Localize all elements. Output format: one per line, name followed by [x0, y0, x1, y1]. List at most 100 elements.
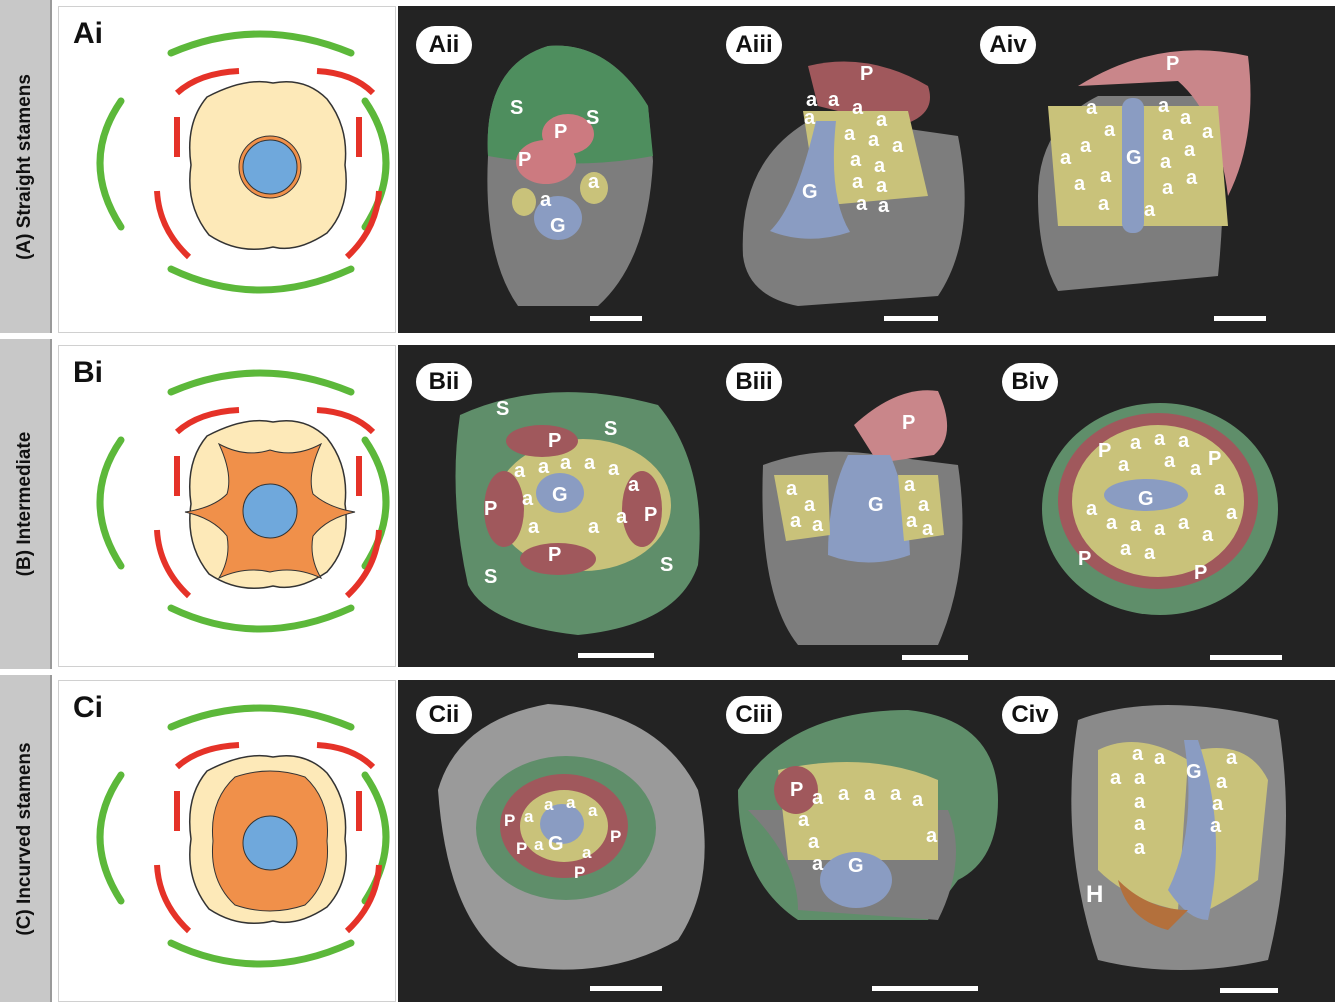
row-label-a: (A) Straight stamens: [0, 0, 52, 333]
label-g: G: [1186, 761, 1202, 783]
label-a: a: [1202, 524, 1214, 546]
label-a: a: [874, 155, 886, 177]
label-a: a: [522, 488, 534, 510]
specimen-civ: [1071, 705, 1286, 970]
label-g: G: [1138, 488, 1154, 510]
part-labels-b: S S S S P P P P a a a a a a a a a a G P …: [484, 398, 1238, 588]
label-p: P: [1098, 440, 1111, 462]
label-a: a: [1144, 542, 1156, 564]
label-p: P: [518, 149, 531, 171]
label-p: P: [516, 839, 527, 858]
label-a: a: [1184, 139, 1196, 161]
label-a: a: [1104, 119, 1116, 141]
panel-tag-bii: Bii: [416, 363, 472, 401]
panel-tag-biii: Biii: [726, 363, 782, 401]
row-label-b: (B) Intermediate: [0, 339, 52, 669]
label-a: a: [786, 478, 798, 500]
label-a: a: [628, 474, 640, 496]
scale-bar-bii: [578, 653, 654, 658]
label-a: a: [514, 460, 526, 482]
label-a: a: [926, 825, 938, 847]
sem-images-c: P P P P a a a a a a G P a a a a a a a a …: [438, 704, 1286, 970]
label-a: a: [1190, 458, 1202, 480]
scale-bar-cii: [590, 986, 662, 991]
label-a: a: [1216, 771, 1228, 793]
label-a: a: [804, 107, 816, 129]
diagram-tag-bi: Bi: [73, 356, 103, 389]
label-a: a: [1154, 518, 1166, 540]
label-a: a: [798, 809, 810, 831]
label-a: a: [540, 189, 552, 211]
label-a: a: [582, 843, 592, 862]
label-a: a: [1226, 747, 1238, 769]
label-a: a: [1186, 167, 1198, 189]
label-p: P: [504, 811, 515, 830]
label-a: a: [1154, 747, 1166, 769]
label-a: a: [1162, 177, 1174, 199]
label-a: a: [1144, 199, 1156, 221]
label-a: a: [844, 123, 856, 145]
label-a: a: [1086, 97, 1098, 119]
row-label-c: (C) Incurved stamens: [0, 675, 52, 1002]
scale-bar-aiii: [884, 316, 938, 321]
label-a: a: [588, 516, 600, 538]
label-a: a: [1202, 121, 1214, 143]
label-a: a: [828, 89, 840, 111]
label-a: a: [904, 474, 916, 496]
panel-tag-biv: Biv: [1002, 363, 1058, 401]
label-a: a: [852, 97, 864, 119]
label-a: a: [804, 494, 816, 516]
label-p: P: [644, 504, 657, 526]
label-a: a: [1130, 432, 1142, 454]
label-a: a: [856, 193, 868, 215]
diagram-ai: Ai: [58, 6, 396, 333]
scale-bar-biv: [1210, 655, 1282, 660]
label-g: G: [552, 484, 568, 506]
label-p: P: [902, 412, 915, 434]
scale-bar-ciii: [872, 986, 978, 991]
label-a: a: [544, 795, 554, 814]
label-a: a: [912, 789, 924, 811]
specimen-bii: [455, 392, 700, 635]
panel-tag-aiv: Aiv: [980, 26, 1036, 64]
label-a: a: [1060, 147, 1072, 169]
label-s: S: [496, 398, 509, 420]
label-a: a: [608, 458, 620, 480]
label-a: a: [812, 514, 824, 536]
label-s: S: [660, 554, 673, 576]
label-p: P: [1194, 562, 1207, 584]
label-a: a: [1210, 815, 1222, 837]
specimen-aiii: [742, 61, 965, 306]
label-p: P: [1166, 53, 1179, 75]
label-a: a: [906, 510, 918, 532]
diagram-bi: Bi: [58, 345, 396, 667]
sem-images-b: S S S S P P P P a a a a a a a a a a G P …: [455, 390, 1278, 645]
specimen-aiv: [1038, 50, 1251, 291]
label-a: a: [616, 506, 628, 528]
specimen-cii: [438, 704, 705, 970]
diagram-tag-ai: Ai: [73, 17, 103, 50]
label-a: a: [812, 787, 824, 809]
label-s: S: [484, 566, 497, 588]
label-a: a: [1134, 767, 1146, 789]
label-a: a: [1098, 193, 1110, 215]
label-a: a: [524, 807, 534, 826]
diagram-ci: Ci: [58, 680, 396, 1002]
label-a: a: [812, 853, 824, 875]
panel-tag-civ: Civ: [1002, 696, 1058, 734]
label-p: P: [1078, 548, 1091, 570]
label-a: a: [918, 494, 930, 516]
label-a: a: [1100, 165, 1112, 187]
label-a: a: [534, 835, 544, 854]
specimen-ciii: [738, 710, 998, 920]
floral-diagram-incurved: [96, 704, 390, 968]
label-g: G: [1126, 147, 1142, 169]
label-a: a: [790, 510, 802, 532]
label-a: a: [852, 171, 864, 193]
micrographs-row-a: S S P P a a G P a a a a a a a a a a a a …: [398, 6, 1335, 333]
sem-images-a: S S P P a a G P a a a a a a a a a a a a …: [487, 45, 1251, 307]
label-a: a: [1164, 450, 1176, 472]
label-h: H: [1086, 881, 1103, 908]
label-g: G: [802, 181, 818, 203]
label-s: S: [604, 418, 617, 440]
